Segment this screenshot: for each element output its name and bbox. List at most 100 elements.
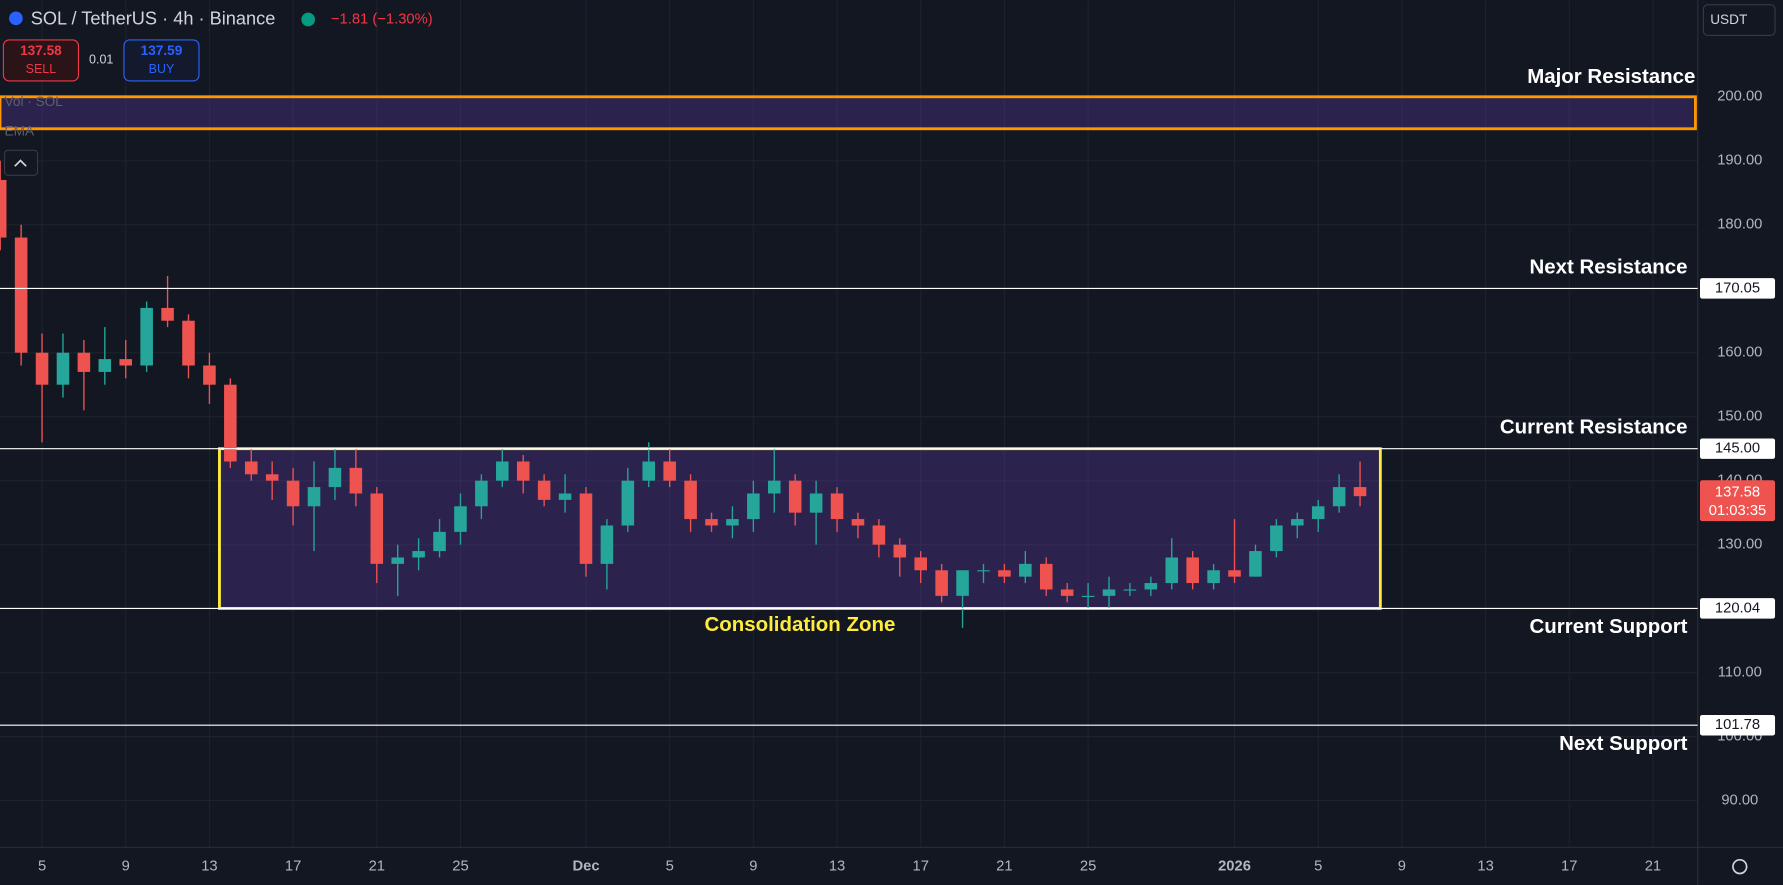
candle-body [663, 461, 676, 481]
candle-body [244, 461, 258, 475]
collapse-button[interactable] [3, 149, 39, 176]
y-tick-label: 190.00 [1717, 153, 1762, 169]
candle-body [998, 570, 1011, 577]
buy-button[interactable] [123, 39, 200, 82]
candle-body [767, 480, 781, 494]
sell-price[interactable]: 137.58 [20, 43, 62, 58]
level-price: 170.05 [1715, 280, 1760, 296]
x-tick-label: 21 [1645, 859, 1661, 875]
candle-body [684, 480, 697, 520]
status-dot [301, 12, 315, 27]
candle-body [1060, 589, 1074, 596]
y-tick-label: 130.00 [1717, 537, 1762, 553]
candle-body [788, 480, 802, 513]
x-tick-label: 17 [1561, 859, 1577, 875]
level-price: 120.04 [1715, 600, 1760, 616]
candle-body [119, 359, 133, 366]
currency[interactable]: USDT [1710, 12, 1748, 27]
candle-body [893, 544, 907, 558]
candle-body [161, 307, 174, 321]
x-tick-label: 5 [1314, 859, 1322, 875]
candle-body [1039, 563, 1053, 590]
header: SOL / TetherUS · 4h · Binance −1.81 (−1.… [2, 4, 1776, 875]
candle-body [1186, 557, 1199, 584]
x-tick-label: 25 [1080, 859, 1096, 875]
candle-body [977, 570, 990, 572]
candle-body [454, 506, 467, 532]
candle-body [621, 480, 635, 526]
candle-body [1332, 487, 1346, 507]
candle-body [56, 352, 70, 385]
candle-body [1144, 583, 1158, 590]
candle-body [1228, 570, 1241, 577]
candle-body [1353, 487, 1367, 497]
level-tag [1699, 714, 1776, 736]
zone [218, 447, 1382, 610]
candle-body [1270, 525, 1283, 552]
y-tick-label: 200.00 [1717, 89, 1762, 105]
x-tick-label: 17 [285, 859, 301, 875]
candle-body [956, 570, 969, 596]
candle-body [286, 480, 300, 507]
x-tick-label: 2026 [1218, 859, 1251, 875]
zone-label: Major Resistance [1527, 65, 1695, 88]
sell-button[interactable] [2, 39, 80, 82]
candle-body [0, 179, 7, 238]
y-tick-label: 150.00 [1717, 409, 1762, 425]
y-tick-label: 180.00 [1717, 217, 1762, 233]
candle-body [830, 493, 844, 520]
candle-body [726, 519, 739, 526]
candle-body [224, 384, 237, 462]
buy-label[interactable]: BUY [149, 62, 175, 76]
candle-body [1019, 563, 1032, 577]
collapse-icon [14, 159, 27, 167]
candle-body [433, 531, 446, 552]
currency-button[interactable] [1702, 4, 1776, 36]
candle-body [935, 570, 948, 596]
candle-body [872, 525, 886, 545]
candle-body [14, 237, 28, 353]
candle-body [265, 474, 279, 481]
candle-body [370, 493, 384, 564]
candle-body [182, 320, 195, 366]
candle-body [307, 487, 321, 507]
sell-label[interactable]: SELL [26, 62, 57, 76]
candle-body [77, 352, 91, 372]
zone [0, 95, 1697, 131]
candle-body [516, 461, 530, 481]
last-price: 137.58 [1715, 485, 1760, 501]
spread: 0.01 [89, 53, 113, 67]
settings-icon[interactable] [1732, 858, 1748, 875]
y-tick-label: 110.00 [1718, 665, 1762, 681]
buy-price[interactable]: 137.59 [141, 43, 183, 58]
candle-body [1165, 557, 1179, 584]
x-tick-label: 17 [913, 859, 929, 875]
symbol-icon [9, 11, 23, 26]
x-tick-label: 13 [1477, 859, 1493, 875]
level-tag [1699, 278, 1776, 299]
level-name: Current Support [1530, 615, 1688, 638]
candle-body [140, 307, 153, 366]
indicator[interactable]: Vol · SOL [5, 94, 64, 109]
candle-body [35, 352, 49, 385]
price-change: −1.81 (−1.30%) [331, 11, 433, 27]
candle-body [203, 365, 216, 385]
level-tag [1699, 438, 1776, 459]
zone-label: Consolidation Zone [704, 613, 895, 636]
indicator[interactable]: EMA [5, 124, 35, 139]
symbol-title: SOL / TetherUS · 4h · Binance [31, 8, 276, 28]
candle-body [747, 493, 760, 520]
candle-body [579, 493, 593, 564]
level-name: Next Support [1559, 732, 1688, 755]
last-price-tag [1699, 480, 1776, 522]
level-name: Next Resistance [1529, 255, 1687, 278]
level-price: 145.00 [1715, 441, 1760, 457]
x-tick-label: 25 [452, 859, 468, 875]
candle-body [391, 557, 404, 564]
x-tick-label: 13 [829, 859, 845, 875]
y-tick-label: 160.00 [1717, 345, 1762, 361]
candle-body [1102, 589, 1116, 596]
